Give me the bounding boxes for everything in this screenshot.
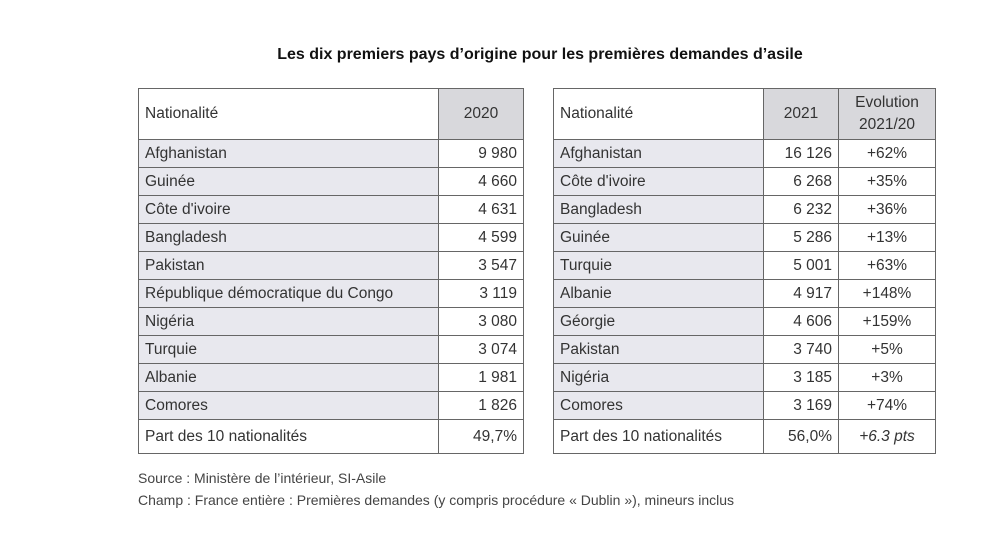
cell: Côte d'ivoire <box>553 167 764 196</box>
cell: 5 286 <box>763 223 839 252</box>
cell: 3 185 <box>763 363 839 392</box>
cell: 4 917 <box>763 279 839 308</box>
cell: Bangladesh <box>138 223 439 252</box>
cell: Côte d'ivoire <box>138 195 439 224</box>
header-row: Nationalité 2020 <box>138 88 524 140</box>
cell: +74% <box>838 391 936 420</box>
cell: Nigéria <box>553 363 764 392</box>
cell: 3 080 <box>438 307 524 336</box>
data-row: Turquie 3 074 <box>138 335 524 364</box>
cell: République démocratique du Congo <box>138 279 439 308</box>
cell: 9 980 <box>438 139 524 168</box>
cell: Comores <box>138 391 439 420</box>
data-row: Comores 3 169 +74% <box>553 391 936 420</box>
data-row: Nigéria 3 080 <box>138 307 524 336</box>
header-row: Nationalité 2021 Evolution 2021/20 <box>553 88 936 140</box>
cell: Part des 10 nationalités <box>138 419 439 454</box>
cell: +35% <box>838 167 936 196</box>
cell: +36% <box>838 195 936 224</box>
cell: 1 826 <box>438 391 524 420</box>
cell: Géorgie <box>553 307 764 336</box>
cell: 5 001 <box>763 251 839 280</box>
data-row: Albanie 1 981 <box>138 363 524 392</box>
data-row: Bangladesh 4 599 <box>138 223 524 252</box>
cell: Albanie <box>138 363 439 392</box>
header-cell: 2021 <box>763 88 839 140</box>
scope-note: Champ : France entière : Premières deman… <box>138 492 735 508</box>
total-row: Part des 10 nationalités 49,7% <box>138 419 524 454</box>
data-row: République démocratique du Congo 3 119 <box>138 279 524 308</box>
cell: Pakistan <box>553 335 764 364</box>
data-row: Albanie 4 917 +148% <box>553 279 936 308</box>
cell: Pakistan <box>138 251 439 280</box>
header-cell: Nationalité <box>553 88 764 140</box>
cell: 4 660 <box>438 167 524 196</box>
data-row: Pakistan 3 547 <box>138 251 524 280</box>
header-cell: 2020 <box>438 88 524 140</box>
cell: Afghanistan <box>553 139 764 168</box>
data-row: Turquie 5 001 +63% <box>553 251 936 280</box>
table-title: Les dix premiers pays d’origine pour les… <box>277 46 803 63</box>
data-row: Afghanistan 16 126 +62% <box>553 139 936 168</box>
cell: 4 606 <box>763 307 839 336</box>
cell: 3 169 <box>763 391 839 420</box>
cell: +159% <box>838 307 936 336</box>
left-table: Nationalité 2020 Afghanistan 9 980 Guinée 4 6… <box>138 88 524 454</box>
cell: Part des 10 nationalités <box>553 419 764 454</box>
cell: 56,0% <box>763 419 839 454</box>
header-cell: Evolution 2021/20 <box>838 88 936 140</box>
cell: 16 126 <box>763 139 839 168</box>
right-table: Nationalité 2021 Evolution 2021/20 Afghanis… <box>553 88 936 454</box>
cell: Turquie <box>138 335 439 364</box>
cell: 3 074 <box>438 335 524 364</box>
data-row: Guinée 4 660 <box>138 167 524 196</box>
cell: 49,7% <box>438 419 524 454</box>
cell: 6 268 <box>763 167 839 196</box>
data-row: Nigéria 3 185 +3% <box>553 363 936 392</box>
cell: Afghanistan <box>138 139 439 168</box>
data-row: Afghanistan 9 980 <box>138 139 524 168</box>
cell: 6 232 <box>763 195 839 224</box>
cell: Bangladesh <box>553 195 764 224</box>
cell: Guinée <box>138 167 439 196</box>
data-row: Géorgie 4 606 +159% <box>553 307 936 336</box>
cell: 3 119 <box>438 279 524 308</box>
cell: +3% <box>838 363 936 392</box>
cell: Turquie <box>553 251 764 280</box>
cell: 1 981 <box>438 363 524 392</box>
cell: Nigéria <box>138 307 439 336</box>
data-row: Côte d'ivoire 6 268 +35% <box>553 167 936 196</box>
cell: Guinée <box>553 223 764 252</box>
cell: 4 599 <box>438 223 524 252</box>
data-row: Bangladesh 6 232 +36% <box>553 195 936 224</box>
total-row: Part des 10 nationalités 56,0% +6.3 pts <box>553 419 936 454</box>
data-row: Guinée 5 286 +13% <box>553 223 936 252</box>
cell: +63% <box>838 251 936 280</box>
data-row: Pakistan 3 740 +5% <box>553 335 936 364</box>
cell: +5% <box>838 335 936 364</box>
cell: +62% <box>838 139 936 168</box>
data-row: Côte d'ivoire 4 631 <box>138 195 524 224</box>
cell: 3 740 <box>763 335 839 364</box>
cell: Comores <box>553 391 764 420</box>
cell: 4 631 <box>438 195 524 224</box>
cell: +148% <box>838 279 936 308</box>
data-row: Comores 1 826 <box>138 391 524 420</box>
source-note: Source : Ministère de l’intérieur, SI-As… <box>138 470 387 486</box>
cell: +13% <box>838 223 936 252</box>
header-cell: Nationalité <box>138 88 439 140</box>
cell: +6.3 pts <box>838 419 936 454</box>
cell: Albanie <box>553 279 764 308</box>
cell: 3 547 <box>438 251 524 280</box>
